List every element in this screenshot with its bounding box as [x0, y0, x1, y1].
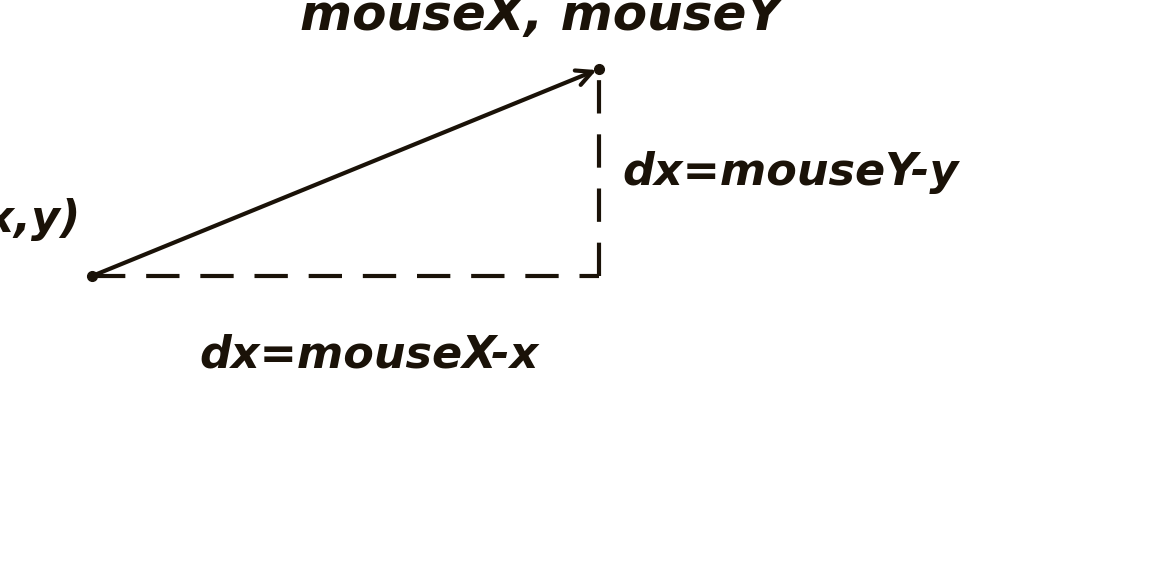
Text: mouseX, mouseY: mouseX, mouseY — [301, 0, 782, 40]
Text: dx=mouseX-x: dx=mouseX-x — [199, 334, 538, 377]
Text: (x,y): (x,y) — [0, 198, 81, 241]
Text: dx=mouseY-y: dx=mouseY-y — [622, 151, 958, 194]
